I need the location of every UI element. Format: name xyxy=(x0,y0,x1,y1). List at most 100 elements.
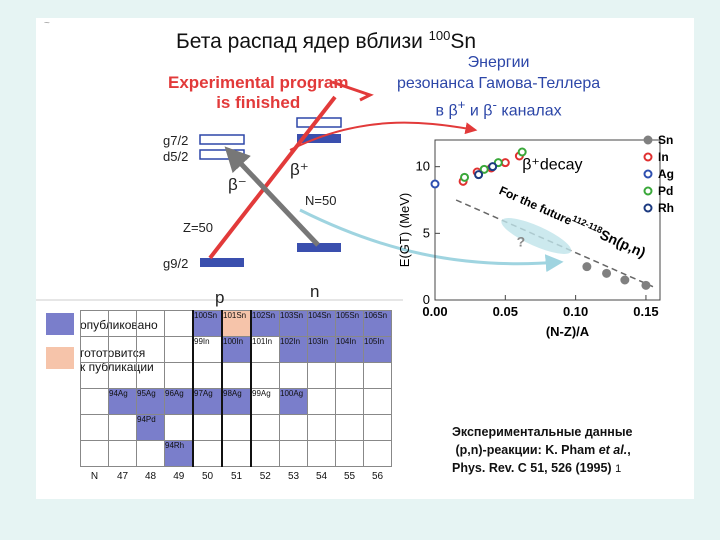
nuclide-cell xyxy=(108,362,137,389)
n-axis-label: 52 xyxy=(259,470,271,482)
nuclide-cell: 94Pd xyxy=(136,414,165,441)
nuclide-cell xyxy=(363,440,392,467)
n-axis-label: 55 xyxy=(343,470,356,482)
level-g92-box xyxy=(200,258,244,267)
nuclide-cell xyxy=(279,362,308,389)
plot-frame xyxy=(434,139,661,301)
nuclide-cell: 103In xyxy=(307,336,336,363)
nuclide-cell xyxy=(192,414,223,441)
label-g92: g9/2 xyxy=(163,256,189,271)
legend-marker-ag xyxy=(643,169,653,179)
nuclide-cell xyxy=(80,388,109,415)
nuclide-cell xyxy=(136,310,165,337)
data-point-pd xyxy=(460,172,470,182)
legend-marker-in xyxy=(643,152,653,162)
nuclide-cell: 95Ag xyxy=(136,388,165,415)
decay-annotation: β⁺decay xyxy=(522,156,582,173)
beta-plus-line xyxy=(208,95,337,260)
nuclide-cell: 101Sn xyxy=(221,310,252,337)
nuclide-cell: 99Ag xyxy=(250,388,280,415)
gt-resonance-heading: Энергии резонанса Гамова-Теллера в β+ и … xyxy=(397,54,601,120)
nuclide-cell: 102In xyxy=(279,336,308,363)
legend-label-pd: Pd xyxy=(658,184,673,198)
nuclide-cell xyxy=(136,362,165,389)
nuclide-cell xyxy=(108,440,137,467)
nuclide-cell: 96Ag xyxy=(164,388,194,415)
n-axis-label: 48 xyxy=(144,470,157,482)
nuclide-cell xyxy=(108,414,137,441)
data-point-sn xyxy=(641,280,651,290)
nuclide-cell: 94Rh xyxy=(164,440,194,467)
nuclide-cell: 102Sn xyxy=(250,310,280,337)
legend-label-rh: Rh xyxy=(658,201,674,215)
nuclide-cell xyxy=(80,414,109,441)
experimental-program-note: Experimental program is finished xyxy=(168,73,349,112)
data-point-pd xyxy=(479,164,489,174)
y-tick-label: 5 xyxy=(423,225,430,240)
n-axis-label: 53 xyxy=(287,470,300,482)
nuclide-chart-table: 100Sn 101Sn 102Sn 103Sn 104Sn 105Sn 106Sn 99In 1… xyxy=(80,310,392,485)
nuclide-cell xyxy=(164,362,194,389)
legend-marker-rh xyxy=(643,203,653,213)
legend-preparing-swatch xyxy=(46,347,74,369)
nuclide-cell xyxy=(80,362,109,389)
nuclide-cell xyxy=(192,440,223,467)
nuclide-cell xyxy=(307,414,336,441)
nuclide-cell: 100Ag xyxy=(279,388,308,415)
page-title: Бета распад ядер вблизи 100Sn xyxy=(176,28,477,53)
nuclide-cell xyxy=(221,440,252,467)
n-axis-label: 50 xyxy=(201,470,214,482)
future-sup: 112-118 xyxy=(571,213,604,235)
data-point-in xyxy=(500,158,510,168)
nuclide-cell: 104In xyxy=(335,336,364,363)
y-tick-label: 10 xyxy=(416,159,430,174)
legend-label-ag: Ag xyxy=(658,167,674,181)
legend-published-swatch xyxy=(46,313,74,335)
corner-mark: ~ xyxy=(44,18,50,29)
beta-minus-arrow xyxy=(224,146,320,247)
x-tick-label: 0.10 xyxy=(563,304,588,319)
n-axis-label: 49 xyxy=(173,470,185,482)
data-point-ag xyxy=(430,179,440,189)
label-n: n xyxy=(310,282,320,301)
nuclide-cell: 97Ag xyxy=(192,388,223,415)
nuclide-cell: 100Sn xyxy=(192,310,223,337)
red-arrow-head xyxy=(331,80,374,102)
nuclide-cell xyxy=(279,440,308,467)
nuclide-cell xyxy=(279,414,308,441)
nuclide-cell: 103Sn xyxy=(279,310,308,337)
trend-line xyxy=(455,199,654,288)
label-p: p xyxy=(215,288,225,307)
nuclide-cell xyxy=(80,336,109,363)
legend-marker-sn xyxy=(643,135,653,145)
nuclide-cell xyxy=(136,440,165,467)
level-g72-box xyxy=(199,134,245,145)
nuclide-cell: 98Ag xyxy=(221,388,252,415)
nuclide-cell xyxy=(164,336,194,363)
label-d52: d5/2 xyxy=(163,149,189,164)
data-point-rh xyxy=(474,170,484,180)
legend-label-in: In xyxy=(658,150,669,164)
label-g72: g7/2 xyxy=(163,133,189,148)
nuclide-cell xyxy=(108,310,137,337)
nuclide-cell: 105Sn xyxy=(335,310,364,337)
nuclide-cell xyxy=(221,362,252,389)
nuclide-cell xyxy=(250,414,280,441)
nuclide-cell xyxy=(335,414,364,441)
nuclide-cell: 105In xyxy=(363,336,392,363)
future-band xyxy=(501,218,572,254)
nuclide-cell xyxy=(80,310,109,337)
nuclide-cell xyxy=(363,388,392,415)
n-axis-label: 54 xyxy=(315,470,328,482)
nuclide-cell xyxy=(164,414,194,441)
legend-label-sn: Sn xyxy=(658,133,673,147)
future-tail: Sn(p,n) xyxy=(598,226,649,260)
x-tick-label: 0.05 xyxy=(493,304,518,319)
data-point-pd xyxy=(517,147,527,157)
nuclide-cell xyxy=(335,388,364,415)
label-beta-plus: β⁺ xyxy=(290,160,309,179)
n-axis-label: 56 xyxy=(371,470,384,482)
nuclide-cell xyxy=(192,362,223,389)
nuclide-cell xyxy=(250,362,280,389)
